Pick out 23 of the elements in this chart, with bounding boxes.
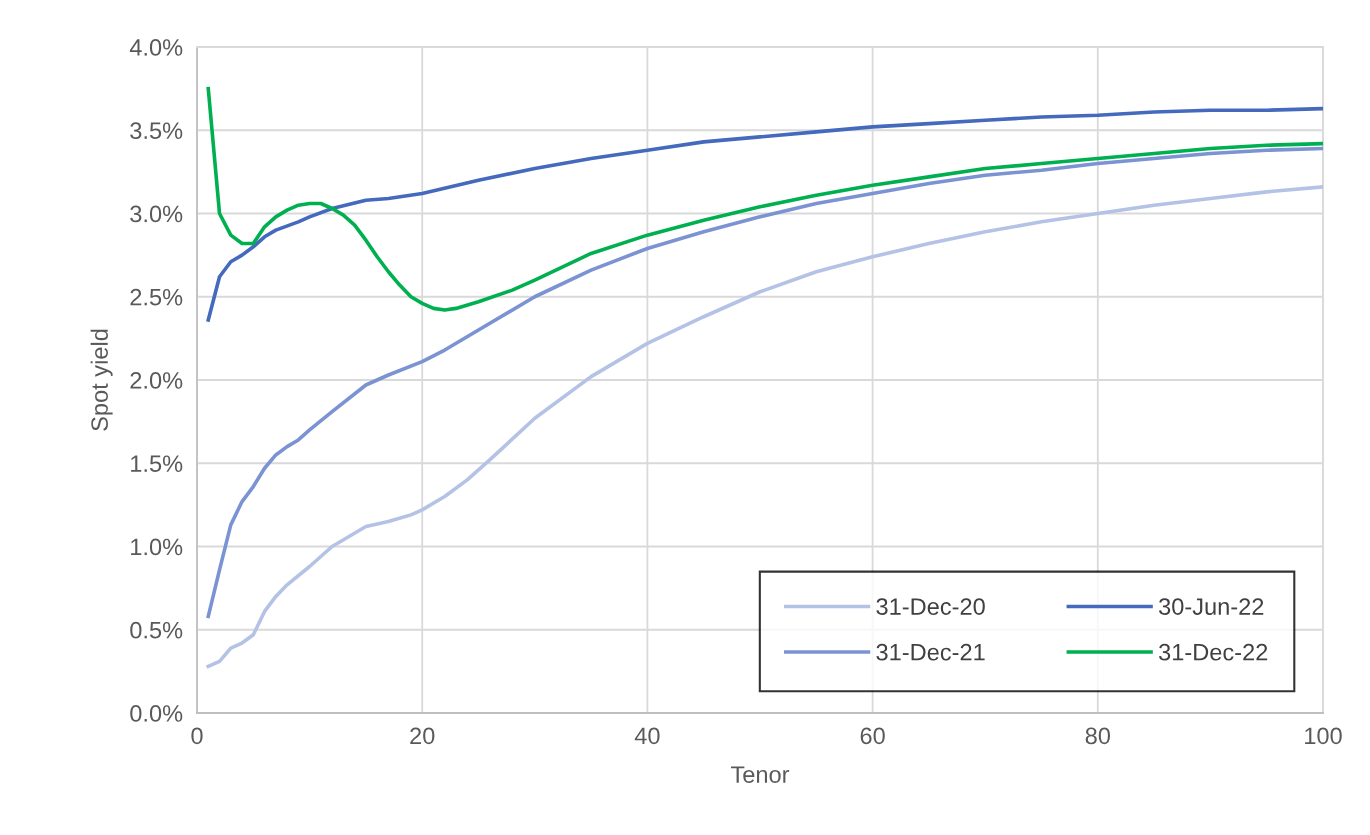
legend-label: 31-Dec-21: [876, 643, 985, 661]
x-tick-label: 20: [410, 727, 435, 745]
x-axis-title: Tenor: [731, 766, 790, 783]
y-tick-label: 2.0%: [130, 372, 183, 389]
x-tick-label: 60: [860, 727, 885, 745]
y-tick-label: 1.0%: [131, 538, 183, 556]
y-tick-label: 0.0%: [130, 705, 183, 722]
line-series: [206, 146, 1323, 619]
x-tick-label: 100: [1305, 727, 1342, 745]
line-series: [206, 185, 1323, 669]
legend-label: 31-Dec-22: [1159, 643, 1268, 661]
y-tick-label: 3.0%: [130, 205, 183, 223]
y-tick-label: 0.5%: [130, 621, 183, 639]
y-axis-title: Spot yield: [90, 329, 113, 431]
y-tick-label: 4.0%: [129, 39, 183, 56]
x-tick-label: 0: [191, 727, 203, 745]
legend-label: 30-Jun-22: [1159, 598, 1264, 615]
y-tick-label: 3.5%: [130, 122, 183, 140]
y-tick-label: 1.5%: [131, 455, 183, 473]
y-tick-label: 2.5%: [130, 288, 183, 306]
x-tick-label: 80: [1085, 727, 1111, 745]
x-tick-label: 40: [634, 727, 660, 745]
legend-label: 31-Dec-20: [876, 598, 985, 615]
